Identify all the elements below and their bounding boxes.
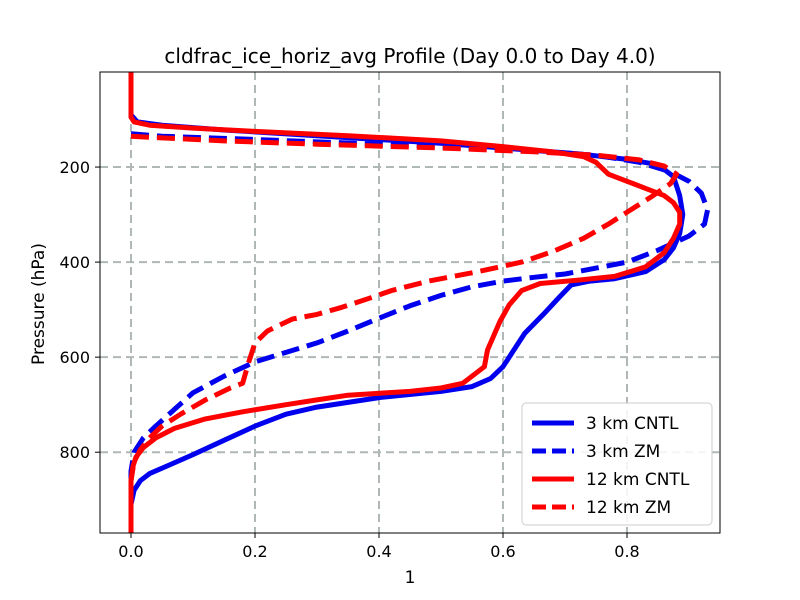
legend: 3 km CNTL 3 km ZM 12 km CNTL 12 km ZM [521,402,713,526]
y-tick-label: 200 [59,158,90,177]
y-tick-label: 400 [59,253,90,272]
x-tick-label: 0.4 [366,542,391,561]
legend-label: 3 km ZM [586,442,660,462]
chart-title: cldfrac_ice_horiz_avg Profile (Day 0.0 t… [164,44,655,68]
x-tick-label: 0.8 [614,542,639,561]
y-tick-label: 800 [59,443,90,462]
legend-box [521,402,713,526]
x-axis-label: 1 [405,568,416,588]
x-tick-label: 0.6 [490,542,515,561]
series-line-3-km-zm [128,131,711,533]
series-lines [128,72,711,533]
series-line-12-km-cntl [128,72,683,533]
axis-ticks: 0.0 0.2 0.4 0.6 0.8 200 400 600 800 [59,158,639,561]
y-tick-label: 600 [59,348,90,367]
y-axis-label: Pressure (hPa) [29,243,49,365]
series-line-12-km-zm [128,133,680,533]
plot-frame [99,71,721,534]
x-tick-label: 0.0 [118,542,143,561]
legend-label: 3 km CNTL [586,414,679,434]
x-tick-label: 0.2 [242,542,267,561]
legend-label: 12 km CNTL [586,470,690,490]
legend-label: 12 km ZM [586,498,671,518]
